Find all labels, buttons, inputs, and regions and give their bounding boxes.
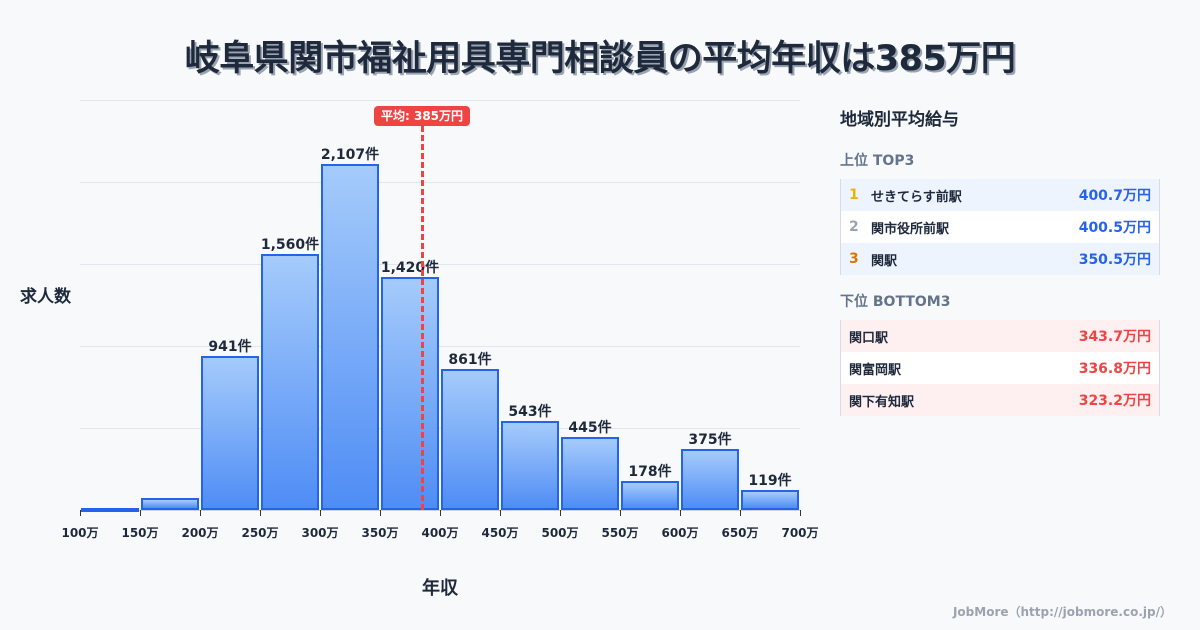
x-tick-label: 150万 xyxy=(121,526,159,540)
ranking-row: 関口駅 343.7万円 xyxy=(841,320,1159,352)
rank-number: 3 xyxy=(849,251,859,267)
histogram-bar xyxy=(201,355,259,510)
top3-table: 1 せきてらす前駅 400.7万円 2 関市役所前駅 400.5万円 3 関駅 350.5万円 xyxy=(840,179,1160,275)
x-tick-label: 200万 xyxy=(181,526,219,540)
panel-title: 地域別平均給与 xyxy=(840,110,959,130)
histogram-bar xyxy=(681,448,739,510)
x-tick xyxy=(740,510,741,516)
rank-number: 2 xyxy=(849,219,859,235)
ranking-row: 関富岡駅 336.8万円 xyxy=(841,352,1159,384)
station-name: 関駅 xyxy=(871,253,898,269)
histogram-bar xyxy=(141,498,199,510)
top3-title: 上位 TOP3 xyxy=(840,153,915,169)
ranking-row: 1 せきてらす前駅 400.7万円 xyxy=(841,179,1159,211)
x-tick xyxy=(680,510,681,516)
average-salary: 343.7万円 xyxy=(1078,329,1151,345)
x-tick-label: 400万 xyxy=(421,526,459,540)
station-name: 関下有知駅 xyxy=(849,394,915,410)
average-salary: 400.5万円 xyxy=(1078,220,1151,236)
x-tick-label: 450万 xyxy=(481,526,519,540)
y-axis-label: 求人数 xyxy=(20,287,71,307)
ranking-row: 関下有知駅 323.2万円 xyxy=(841,384,1159,416)
x-tick xyxy=(200,510,201,516)
page-title: 岐阜県関市福祉用具専門相談員の平均年収は385万円 xyxy=(184,39,1016,79)
bar-value-label: 375件 xyxy=(688,431,732,448)
salary-histogram: 求人数 年収 941件 1,560件 2,107件 1,420件 861件 543件 445… xyxy=(20,100,819,599)
x-tick-label: 350万 xyxy=(361,526,399,540)
bar-value-label: 119件 xyxy=(748,473,792,490)
average-salary: 350.5万円 xyxy=(1078,252,1151,268)
ranking-row: 2 関市役所前駅 400.5万円 xyxy=(841,211,1159,243)
x-tick-label: 600万 xyxy=(661,526,699,540)
histogram-bar xyxy=(81,508,139,512)
x-tick xyxy=(560,510,561,516)
bar-value-label: 543件 xyxy=(508,403,552,420)
bar-value-label: 941件 xyxy=(208,338,252,355)
x-tick-label: 650万 xyxy=(721,526,759,540)
ranking-row: 3 関駅 350.5万円 xyxy=(841,243,1159,275)
gridline xyxy=(80,182,800,183)
x-tick xyxy=(500,510,501,516)
regional-salary-panel: 地域別平均給与 上位 TOP3 1 せきてらす前駅 400.7万円 2 関市役所前駅 40… xyxy=(840,100,1160,416)
histogram-bar xyxy=(381,277,439,510)
bar-value-label: 1,420件 xyxy=(380,260,440,277)
average-line xyxy=(421,126,424,510)
x-tick-label: 700万 xyxy=(781,526,819,540)
gridline xyxy=(80,100,800,101)
x-tick xyxy=(380,510,381,516)
station-name: せきてらす前駅 xyxy=(871,189,962,205)
x-tick xyxy=(320,510,321,516)
gridline xyxy=(80,264,800,265)
x-tick xyxy=(800,510,801,516)
bar-value-label: 2,107件 xyxy=(320,147,380,164)
x-tick xyxy=(140,510,141,516)
x-axis-label: 年収 xyxy=(422,578,458,599)
histogram-bar xyxy=(441,368,499,510)
x-tick xyxy=(80,510,81,516)
x-tick-label: 500万 xyxy=(541,526,579,540)
bar-value-label: 178件 xyxy=(628,463,672,480)
histogram-bar xyxy=(561,437,619,510)
x-tick xyxy=(620,510,621,516)
bottom3-table: 関口駅 343.7万円関富岡駅 336.8万円関下有知駅 323.2万円 xyxy=(840,320,1160,416)
x-tick-label: 250万 xyxy=(241,526,279,540)
histogram-bar xyxy=(501,420,559,510)
bottom3-title: 下位 BOTTOM3 xyxy=(840,294,951,310)
station-name: 関口駅 xyxy=(849,330,889,346)
bar-value-label: 445件 xyxy=(568,420,612,437)
station-name: 関市役所前駅 xyxy=(871,221,950,237)
gridline xyxy=(80,346,800,347)
histogram-bar xyxy=(261,254,319,510)
x-tick xyxy=(440,510,441,516)
average-badge: 平均: 385万円 xyxy=(374,106,471,126)
gridline xyxy=(80,428,800,429)
rank-number: 1 xyxy=(849,187,859,203)
bar-value-label: 1,560件 xyxy=(260,237,320,254)
average-salary: 323.2万円 xyxy=(1078,393,1151,409)
station-name: 関富岡駅 xyxy=(849,362,902,378)
x-tick-label: 100万 xyxy=(61,526,99,540)
histogram-bar xyxy=(741,490,799,510)
average-salary: 336.8万円 xyxy=(1078,361,1151,377)
x-tick xyxy=(260,510,261,516)
bar-value-label: 861件 xyxy=(448,351,492,368)
footer-credit: JobMore（http://jobmore.co.jp/） xyxy=(952,605,1172,619)
average-salary: 400.7万円 xyxy=(1078,188,1151,204)
x-tick-label: 550万 xyxy=(601,526,639,540)
x-tick-label: 300万 xyxy=(301,526,339,540)
histogram-bar xyxy=(621,480,679,510)
histogram-bar xyxy=(321,164,379,510)
